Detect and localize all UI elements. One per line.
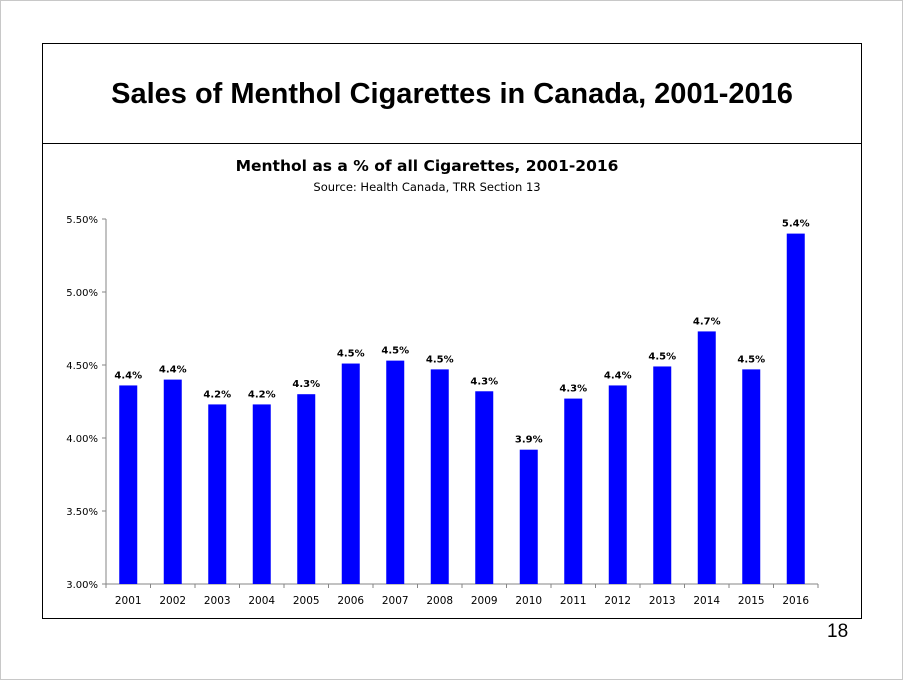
x-tick-label: 2009 <box>471 595 498 607</box>
bar-chart: Menthol as a % of all Cigarettes, 2001-2… <box>66 157 819 607</box>
data-label-2008: 4.5% <box>426 354 454 365</box>
bar-2016 <box>786 233 805 584</box>
data-label-2011: 4.3% <box>559 384 587 395</box>
x-tick-label: 2002 <box>159 595 186 607</box>
chart-subtitle: Source: Health Canada, TRR Section 13 <box>313 180 540 194</box>
bar-2005 <box>297 394 316 584</box>
y-tick-label: 4.50% <box>66 361 98 372</box>
data-label-2013: 4.5% <box>648 351 676 362</box>
data-label-2009: 4.3% <box>470 376 498 387</box>
data-label-2006: 4.5% <box>337 349 365 360</box>
y-tick-label: 3.00% <box>66 580 98 591</box>
x-tick-label: 2007 <box>382 595 409 607</box>
data-label-2002: 4.4% <box>159 365 187 376</box>
bar-2002 <box>163 379 182 584</box>
bar-2011 <box>564 398 583 584</box>
slide-title: Sales of Menthol Cigarettes in Canada, 2… <box>111 77 793 110</box>
x-tick-label: 2014 <box>693 595 720 607</box>
data-label-2005: 4.3% <box>292 379 320 390</box>
x-tick-label: 2006 <box>337 595 364 607</box>
chart-box: Menthol as a % of all Cigarettes, 2001-2… <box>42 143 862 619</box>
bar-2008 <box>430 369 449 584</box>
bar-2014 <box>697 331 716 584</box>
x-tick-label: 2015 <box>738 595 765 607</box>
bar-2004 <box>252 404 271 584</box>
title-box: Sales of Menthol Cigarettes in Canada, 2… <box>42 43 862 144</box>
y-tick-label: 4.00% <box>66 434 98 445</box>
bar-2012 <box>608 385 627 584</box>
x-tick-label: 2012 <box>604 595 631 607</box>
x-tick-label: 2010 <box>515 595 542 607</box>
bar-2001 <box>119 385 138 584</box>
data-label-2004: 4.2% <box>248 389 276 400</box>
data-label-2014: 4.7% <box>693 316 721 327</box>
x-tick-label: 2008 <box>426 595 453 607</box>
data-label-2010: 3.9% <box>515 435 543 446</box>
x-tick-label: 2004 <box>248 595 275 607</box>
data-label-2007: 4.5% <box>381 346 409 357</box>
data-label-2001: 4.4% <box>114 370 142 381</box>
x-tick-label: 2003 <box>204 595 231 607</box>
y-tick-label: 3.50% <box>66 507 98 518</box>
data-label-2015: 4.5% <box>737 354 765 365</box>
page-number: 18 <box>827 621 849 642</box>
bar-2010 <box>519 449 538 584</box>
data-label-2003: 4.2% <box>203 389 231 400</box>
bar-2013 <box>653 366 672 584</box>
x-tick-label: 2013 <box>649 595 676 607</box>
bar-2007 <box>386 360 405 584</box>
bar-2015 <box>742 369 761 584</box>
bar-2009 <box>475 391 494 584</box>
bar-2003 <box>208 404 227 584</box>
data-label-2012: 4.4% <box>604 370 632 381</box>
x-tick-label: 2011 <box>560 595 587 607</box>
x-tick-label: 2005 <box>293 595 320 607</box>
chart-title: Menthol as a % of all Cigarettes, 2001-2… <box>236 157 619 175</box>
y-tick-label: 5.50% <box>66 215 98 226</box>
y-tick-label: 5.00% <box>66 288 98 299</box>
x-tick-label: 2016 <box>782 595 809 607</box>
x-tick-label: 2001 <box>115 595 142 607</box>
bar-2006 <box>341 363 360 584</box>
data-label-2016: 5.4% <box>782 219 810 230</box>
